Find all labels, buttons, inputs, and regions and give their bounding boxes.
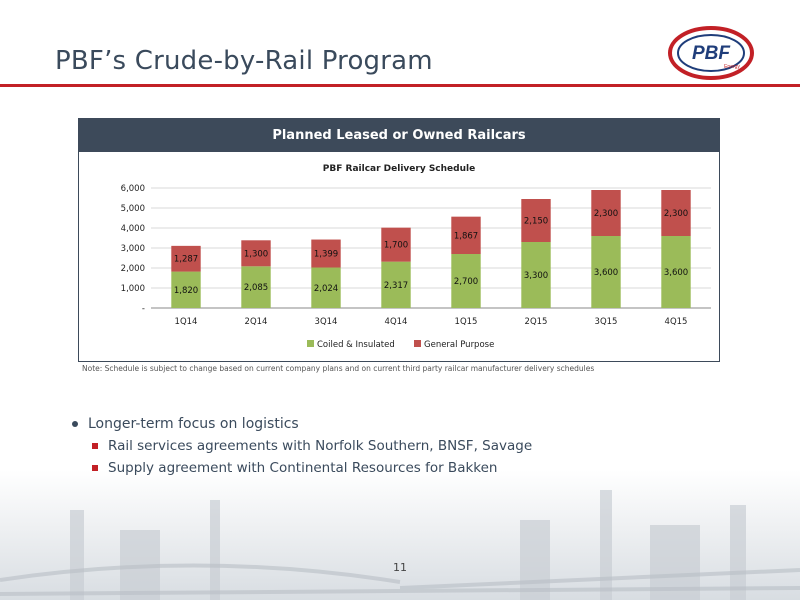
x-tick-label: 3Q14 (315, 317, 338, 327)
bar-general-purpose (381, 227, 411, 262)
chart-panel-header: Planned Leased or Owned Railcars (79, 119, 719, 152)
bullet-sub-text: Supply agreement with Continental Resour… (108, 460, 498, 476)
bar-coiled-insulated (521, 242, 551, 308)
slide-title: PBF’s Crude-by-Rail Program (55, 46, 433, 76)
bar-coiled-insulated (241, 266, 271, 308)
x-tick-label: 4Q14 (385, 317, 408, 327)
bullet-sub-1: Rail services agreements with Norfolk So… (92, 438, 532, 454)
data-label: 3,600 (664, 268, 688, 278)
pbf-energy-logo: PBF Energy (668, 26, 754, 80)
bar-general-purpose (661, 190, 691, 236)
x-tick-label: 4Q15 (665, 317, 688, 327)
bullet-dot-icon (72, 421, 78, 427)
y-tick-label: 6,000 (121, 184, 145, 194)
chart-note: Note: Schedule is subject to change base… (82, 364, 595, 373)
y-tick-label: - (142, 304, 145, 314)
data-label: 2,085 (244, 283, 268, 293)
bar-coiled-insulated (171, 271, 201, 308)
y-tick-label: 4,000 (121, 224, 145, 234)
data-label: 2,317 (384, 281, 408, 291)
legend-swatch (307, 340, 314, 347)
data-label: 2,300 (664, 209, 688, 219)
x-tick-label: 3Q15 (595, 317, 618, 327)
data-label: 1,287 (174, 255, 198, 265)
x-tick-label: 1Q15 (455, 317, 478, 327)
page-number: 11 (393, 561, 407, 574)
bar-general-purpose (521, 199, 551, 242)
data-label: 2,300 (594, 209, 618, 219)
bar-general-purpose (451, 216, 481, 254)
legend-swatch (414, 340, 421, 347)
data-label: 1,867 (454, 231, 478, 241)
bar-general-purpose (241, 240, 271, 267)
bullet-main: Longer-term focus on logistics (72, 416, 532, 432)
title-divider (0, 84, 800, 87)
bullet-square-icon (92, 443, 98, 449)
data-label: 1,399 (314, 250, 338, 260)
y-tick-label: 5,000 (121, 204, 145, 214)
data-label: 2,150 (524, 217, 548, 227)
bullet-square-icon (92, 465, 98, 471)
y-tick-label: 1,000 (121, 284, 145, 294)
y-tick-label: 2,000 (121, 264, 145, 274)
bar-general-purpose (171, 245, 201, 272)
bullet-list: Longer-term focus on logistics Rail serv… (72, 416, 532, 482)
bullet-main-text: Longer-term focus on logistics (88, 416, 299, 432)
data-label: 3,600 (594, 268, 618, 278)
data-label: 1,700 (384, 241, 408, 251)
chart-title: PBF Railcar Delivery Schedule (323, 164, 475, 174)
svg-text:PBF: PBF (692, 43, 731, 64)
refinery-background-image (0, 470, 800, 600)
legend-label: Coiled & Insulated (317, 340, 395, 350)
svg-text:Energy: Energy (724, 64, 740, 70)
bar-general-purpose (591, 190, 621, 236)
x-tick-label: 2Q15 (525, 317, 548, 327)
data-label: 1,300 (244, 249, 268, 259)
x-tick-label: 2Q14 (245, 317, 268, 327)
legend-label: General Purpose (424, 340, 494, 350)
bar-coiled-insulated (451, 254, 481, 308)
y-tick-label: 3,000 (121, 244, 145, 254)
bar-coiled-insulated (661, 236, 691, 308)
bar-coiled-insulated (591, 236, 621, 308)
bullet-sub-2: Supply agreement with Continental Resour… (92, 460, 532, 476)
data-label: 2,024 (314, 284, 338, 294)
data-label: 1,820 (174, 286, 198, 296)
bar-coiled-insulated (381, 261, 411, 308)
x-tick-label: 1Q14 (175, 317, 198, 327)
bar-coiled-insulated (311, 267, 341, 308)
data-label: 3,300 (524, 271, 548, 281)
railcar-bar-chart: PBF Railcar Delivery Schedule 1,820 1,287… (121, 164, 711, 350)
bullet-sub-text: Rail services agreements with Norfolk So… (108, 438, 533, 454)
chart-panel: Planned Leased or Owned Railcars PBF Rai… (78, 118, 720, 362)
data-label: 2,700 (454, 277, 478, 287)
bar-general-purpose (311, 239, 341, 268)
